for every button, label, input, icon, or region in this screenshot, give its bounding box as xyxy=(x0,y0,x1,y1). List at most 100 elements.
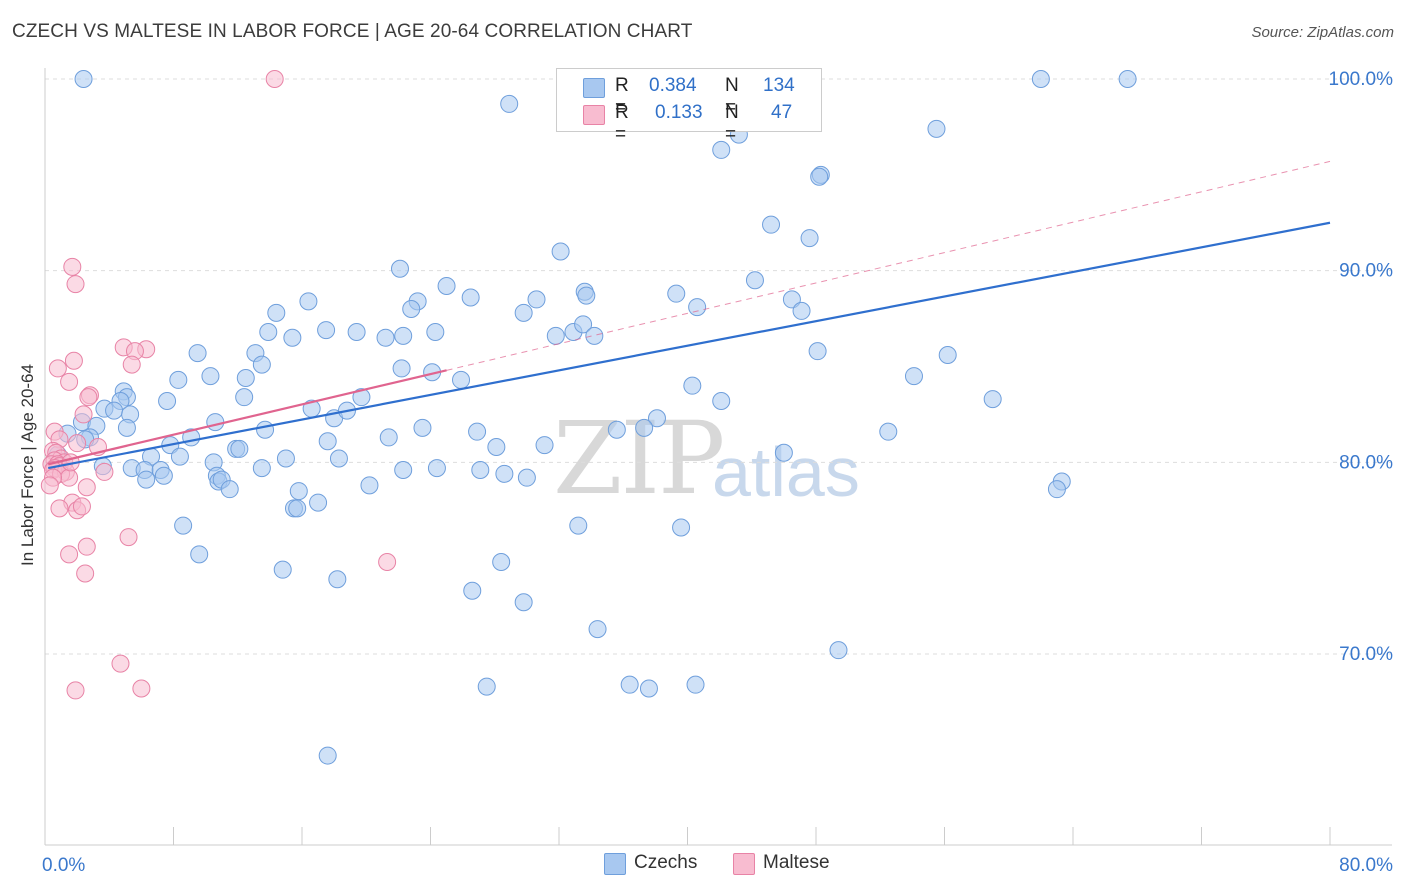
czech-point xyxy=(683,376,702,395)
maltese-point xyxy=(77,478,96,497)
czech-point xyxy=(169,370,188,389)
legend-r-value: 0.133 xyxy=(655,102,703,123)
czech-point xyxy=(188,344,207,363)
czech-point xyxy=(635,418,654,437)
czech-point xyxy=(289,482,308,501)
czech-point xyxy=(1047,480,1066,499)
czech-point xyxy=(792,301,811,320)
czech-point xyxy=(158,392,177,410)
czech-point xyxy=(527,290,546,309)
czech-point xyxy=(329,449,348,468)
czech-point xyxy=(620,675,639,694)
maltese-point xyxy=(122,355,141,374)
czech-point xyxy=(318,746,337,765)
watermark-zip: ZIP xyxy=(553,400,725,517)
maltese-point xyxy=(40,476,59,495)
czech-point xyxy=(426,323,445,341)
czech-point xyxy=(317,321,336,340)
y-tick-label: 80.0% xyxy=(1339,452,1393,473)
source-label: Source: ZipAtlas.com xyxy=(1251,24,1394,41)
maltese-point xyxy=(378,553,397,571)
czech-point xyxy=(360,476,379,495)
legend-n-label: N = xyxy=(725,102,739,145)
czech-point xyxy=(170,447,189,466)
czech-point xyxy=(492,553,511,571)
czech-point xyxy=(461,288,480,307)
czech-point xyxy=(468,422,487,441)
czech-point xyxy=(712,140,731,159)
maltese-point xyxy=(60,468,79,487)
maltese-point xyxy=(76,564,95,583)
czech-point xyxy=(230,439,249,458)
czech-point xyxy=(569,516,588,535)
czech-point xyxy=(117,418,136,437)
maltese-point xyxy=(48,359,67,378)
legend-r-value: 0.384 xyxy=(649,75,697,96)
czech-point xyxy=(392,359,411,378)
czech-point xyxy=(514,303,533,322)
chart-title: CZECH VS MALTESE IN LABOR FORCE | AGE 20… xyxy=(12,21,693,42)
maltese-point xyxy=(64,351,83,370)
czech-point xyxy=(500,94,519,113)
czech-point xyxy=(607,420,626,439)
czech-point xyxy=(235,388,254,407)
legend-swatch-maltese xyxy=(583,105,605,125)
czech-point xyxy=(318,432,337,451)
maltese-point xyxy=(77,537,96,556)
czech-trend-line xyxy=(48,221,1331,470)
maltese-point xyxy=(50,499,69,518)
czech-point xyxy=(299,292,318,311)
czech-point xyxy=(252,355,271,374)
czech-point xyxy=(220,480,239,499)
maltese-point xyxy=(68,434,87,453)
maltese-point xyxy=(60,545,79,564)
czech-point xyxy=(1118,70,1137,88)
czech-point xyxy=(74,70,93,88)
czech-point xyxy=(745,271,764,290)
czech-point xyxy=(829,641,848,660)
czech-point xyxy=(283,328,302,347)
bottom-legend-label-czechs: Czechs xyxy=(634,852,698,873)
czech-point xyxy=(206,413,225,432)
czech-point xyxy=(1031,70,1050,88)
czech-point xyxy=(376,328,395,347)
czech-point xyxy=(551,242,570,261)
czech-point xyxy=(588,620,607,639)
maltese-point xyxy=(79,388,98,407)
czech-point xyxy=(137,470,156,489)
czech-point xyxy=(437,277,456,295)
maltese-point xyxy=(66,681,85,700)
y-axis-label: In Labor Force | Age 20-64 xyxy=(18,364,37,566)
czech-point xyxy=(639,679,658,698)
czech-point xyxy=(546,326,565,345)
czech-point xyxy=(477,677,496,696)
czech-point xyxy=(514,593,533,612)
legend-n-value: 134 xyxy=(763,75,795,96)
czech-point xyxy=(782,290,801,309)
czech-point xyxy=(452,370,471,389)
czech-point xyxy=(535,436,554,455)
czech-point xyxy=(309,493,328,512)
czech-point xyxy=(774,443,793,462)
czech-point xyxy=(800,229,819,248)
maltese-trend-line xyxy=(47,369,447,466)
czech-point xyxy=(879,422,898,441)
czech-point xyxy=(808,342,827,361)
y-tick-label: 90.0% xyxy=(1339,261,1393,282)
czech-point xyxy=(347,323,366,341)
czech-point xyxy=(328,570,347,589)
czech-point xyxy=(190,545,209,564)
legend-n-label: N = xyxy=(725,75,739,118)
czech-point xyxy=(495,464,514,483)
czech-point xyxy=(390,259,409,278)
czech-point xyxy=(686,675,705,694)
czech-point xyxy=(983,390,1002,409)
czech-point xyxy=(471,461,490,479)
legend-swatch-czechs xyxy=(583,78,605,98)
correlation-legend: R = 0.384 N = 134 R = 0.133 N = 47 xyxy=(556,68,822,145)
czech-point xyxy=(256,420,275,439)
czech-point xyxy=(672,518,691,537)
czech-point xyxy=(463,581,482,600)
czech-point xyxy=(810,167,829,186)
